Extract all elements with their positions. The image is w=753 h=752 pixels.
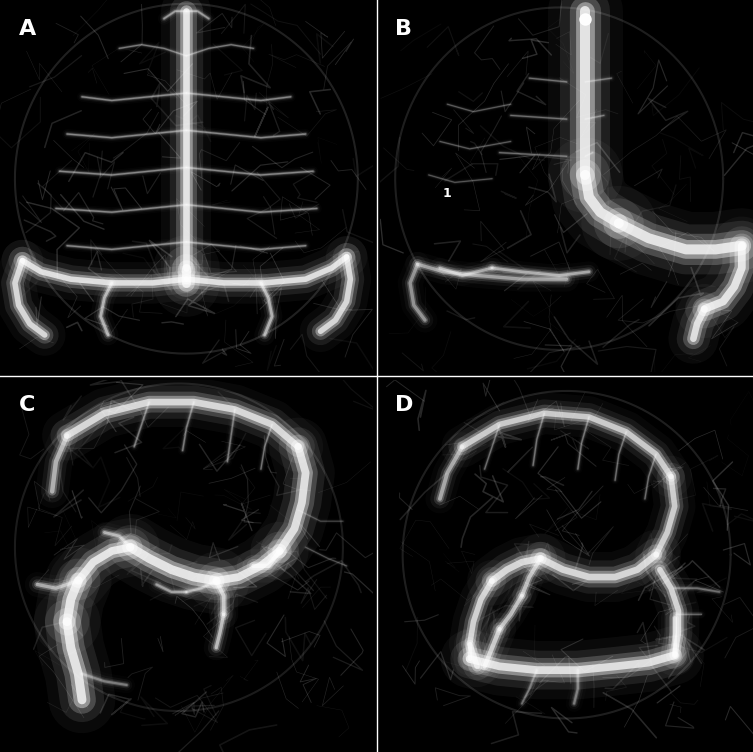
Text: 1: 1 bbox=[443, 187, 452, 200]
Text: B: B bbox=[395, 19, 413, 39]
Text: A: A bbox=[19, 19, 36, 39]
Text: D: D bbox=[395, 395, 413, 415]
Text: C: C bbox=[19, 395, 35, 415]
